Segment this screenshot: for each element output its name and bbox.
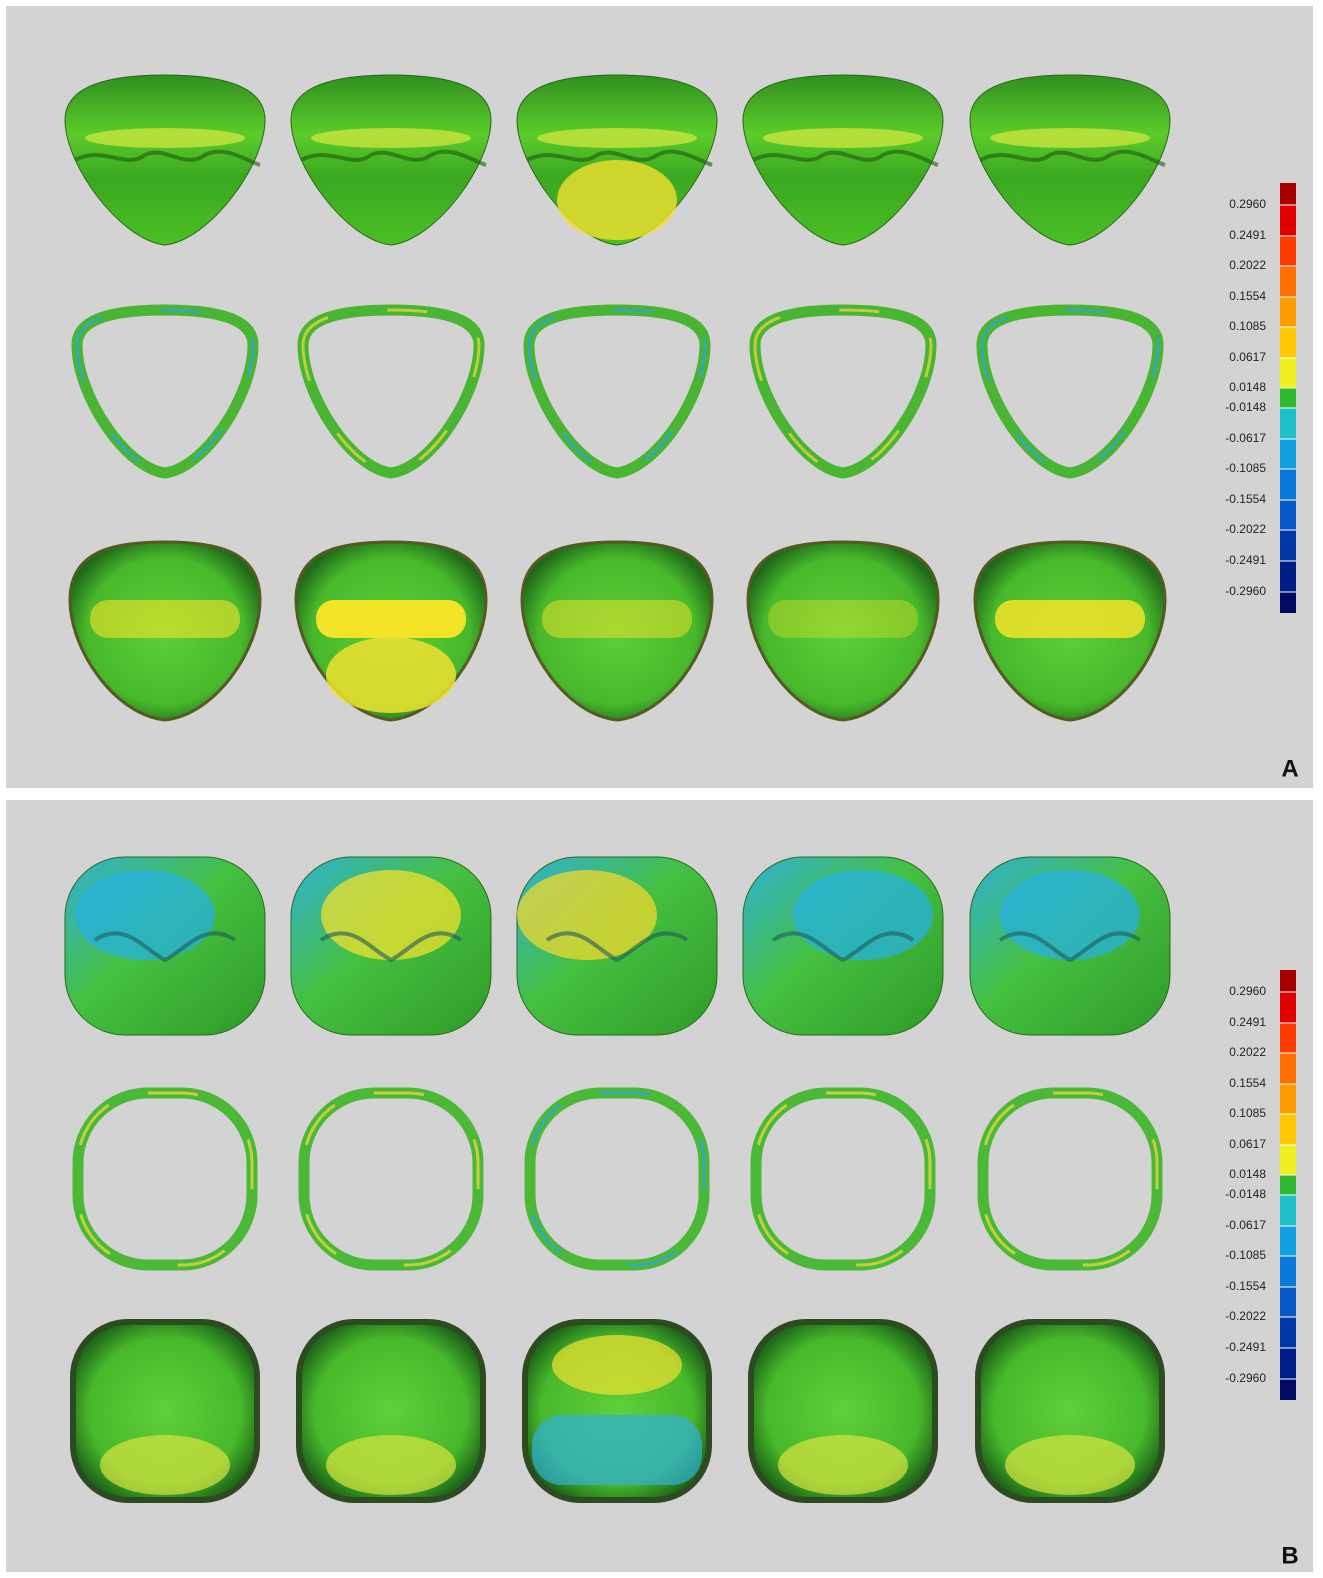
scale-segment	[1280, 1145, 1296, 1175]
tooth-view	[291, 857, 491, 1035]
scale-label: -0.2491	[1225, 1340, 1266, 1354]
deviation-area	[532, 1415, 702, 1485]
scale-label: -0.2022	[1225, 1309, 1266, 1323]
scale-label: -0.2960	[1225, 1371, 1266, 1385]
deviation-area	[321, 870, 461, 960]
scale-label: 0.1085	[1229, 319, 1266, 333]
deviation-band	[763, 128, 923, 148]
deviation-area	[557, 160, 677, 240]
tooth-view	[73, 1322, 257, 1500]
scale-label: 0.2491	[1229, 228, 1266, 242]
scale-segment	[1280, 205, 1296, 236]
scale-label: 0.0617	[1229, 1137, 1266, 1151]
scale-segment	[1280, 970, 1296, 992]
tooth-view	[65, 857, 265, 1035]
deviation-band	[90, 600, 240, 638]
deviation-band	[85, 128, 245, 148]
scale-segment	[1280, 297, 1296, 327]
scale-label: 0.1554	[1229, 1076, 1266, 1090]
scale-label: -0.0148	[1225, 1187, 1266, 1201]
deviation-area	[100, 1435, 230, 1495]
scale-segment	[1280, 388, 1296, 408]
deviation-band	[311, 128, 471, 148]
scale-segment	[1280, 266, 1296, 297]
figure: A B 0.2960 0.2491 0.2022 0.1554 0.1085 0.0617…	[0, 0, 1323, 1578]
scale-segment	[1280, 358, 1296, 388]
deviation-area	[326, 1435, 456, 1495]
scale-segment	[1280, 1053, 1296, 1084]
deviation-area	[1000, 870, 1140, 960]
deviation-band	[537, 128, 697, 148]
deviation-area	[778, 1435, 908, 1495]
deviation-area	[552, 1335, 682, 1395]
scale-label: -0.2491	[1225, 553, 1266, 567]
scale-label: 0.0148	[1229, 380, 1266, 394]
deviation-band	[768, 600, 918, 638]
scale-label: -0.0617	[1225, 431, 1266, 445]
scale-segment	[1280, 1287, 1296, 1317]
tooth-view	[751, 1322, 935, 1500]
scale-segment	[1280, 327, 1296, 358]
scale-label: -0.1085	[1225, 461, 1266, 475]
deviation-area	[326, 637, 456, 713]
scale-segment	[1280, 992, 1296, 1023]
scale-segment	[1280, 561, 1296, 592]
scale-segment	[1280, 1195, 1296, 1226]
scale-segment	[1280, 469, 1296, 500]
scale-label: 0.2960	[1229, 984, 1266, 998]
deviation-band	[995, 600, 1145, 638]
tooth-view	[525, 1322, 709, 1500]
panel-label: A	[1281, 755, 1298, 782]
scale-segment	[1280, 236, 1296, 266]
scale-segment	[1280, 1175, 1296, 1195]
scale-label: 0.2022	[1229, 258, 1266, 272]
tooth-view	[299, 1322, 483, 1500]
scale-segment	[1280, 1379, 1296, 1400]
scale-segment	[1280, 439, 1296, 469]
scale-segment	[1280, 408, 1296, 439]
deviation-band	[990, 128, 1150, 148]
scale-label: -0.1554	[1225, 1279, 1266, 1293]
scale-label: 0.0617	[1229, 350, 1266, 364]
scale-label: -0.1085	[1225, 1248, 1266, 1262]
scale-segment	[1280, 592, 1296, 613]
scale-label: 0.2022	[1229, 1045, 1266, 1059]
scale-segment	[1280, 1226, 1296, 1256]
scale-segment	[1280, 530, 1296, 561]
deviation-area	[1005, 1435, 1135, 1495]
scale-label: -0.2960	[1225, 584, 1266, 598]
scale-label: 0.1085	[1229, 1106, 1266, 1120]
scale-segment	[1280, 183, 1296, 205]
scale-segment	[1280, 1317, 1296, 1348]
scale-label: -0.1554	[1225, 492, 1266, 506]
tooth-view	[970, 857, 1170, 1035]
scale-label: -0.0617	[1225, 1218, 1266, 1232]
scale-segment	[1280, 1084, 1296, 1114]
tooth-view	[978, 1322, 1162, 1500]
scale-segment	[1280, 1114, 1296, 1145]
scale-label: -0.0148	[1225, 400, 1266, 414]
scale-segment	[1280, 1023, 1296, 1053]
scale-label: 0.0148	[1229, 1167, 1266, 1181]
scale-segment	[1280, 1348, 1296, 1379]
scale-segment	[1280, 1256, 1296, 1287]
scale-label: 0.1554	[1229, 289, 1266, 303]
scale-label: 0.2960	[1229, 197, 1266, 211]
scale-label: -0.2022	[1225, 522, 1266, 536]
tooth-view	[743, 857, 943, 1035]
deviation-band	[316, 600, 466, 638]
panel-label: B	[1281, 1542, 1298, 1569]
scale-segment	[1280, 500, 1296, 530]
tooth-view	[517, 857, 717, 1035]
deviation-band	[542, 600, 692, 638]
scale-label: 0.2491	[1229, 1015, 1266, 1029]
